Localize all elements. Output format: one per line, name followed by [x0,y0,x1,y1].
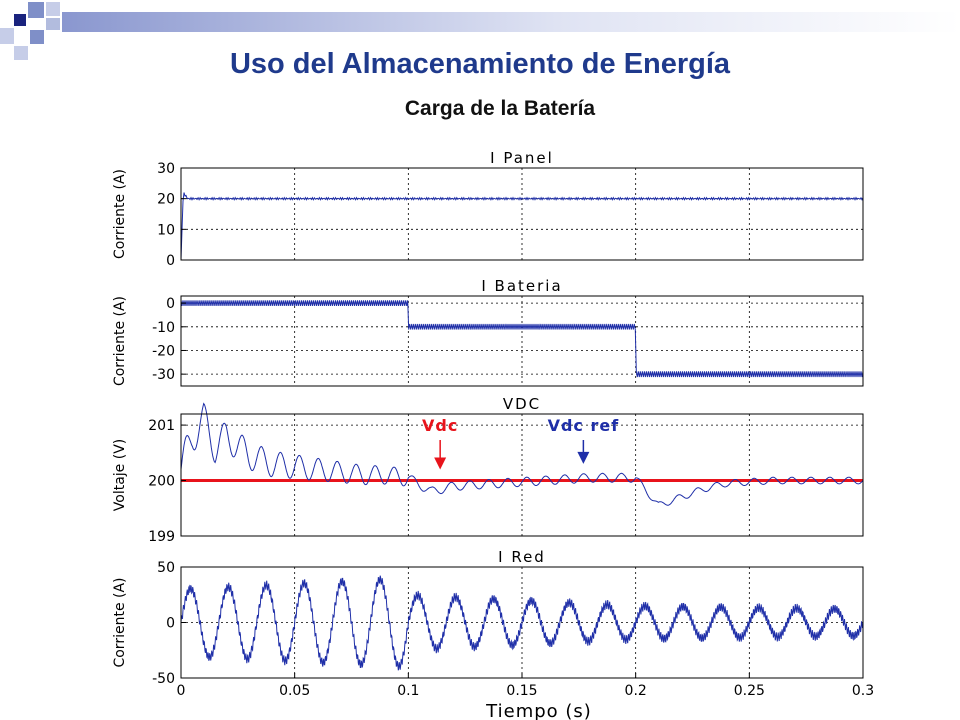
panel-3: -50 0 50 I Red Corriente (A) [112,548,864,687]
x-tick-label: 0.15 [506,683,537,699]
series-line-1-0 [180,300,864,378]
y-tick-label: 199 [148,529,175,545]
y-tick-label: 200 [148,474,175,490]
panel-title: I Red [498,548,546,566]
deco-square-dark-1 [14,14,26,26]
x-axis-label: Tiempo (s) [485,701,592,720]
series-line-2-1 [180,402,864,506]
panel-0: 0 10 20 30 I Panel Corriente (A) [112,149,864,269]
y-tick-label: 30 [157,161,175,177]
series-line-0-0 [180,192,864,261]
slide-title: Uso del Almacenamiento de Energía [229,48,731,80]
x-tick-label: 0.05 [279,683,310,699]
plot-border [180,413,864,537]
series-line-3-0 [180,575,864,671]
y-axis-label: Corriente (A) [112,169,128,259]
annotation-arrowhead [577,451,590,464]
annotation-label: Vdc [422,416,458,435]
panel-2: 199 200 201 VDC Voltaje (V) Vdc Vdc ref [112,395,864,545]
deco-square-light-4 [46,18,60,30]
x-tick-label: 0 [177,683,186,699]
panel-1: -30 -20 -10 0 I Bateria Corriente (A) [112,277,864,387]
y-axis-label: Voltaje (V) [112,439,128,511]
y-tick-label: -20 [152,343,175,359]
panel-title: I Bateria [481,277,562,295]
y-tick-label: -30 [152,367,175,383]
y-tick-label: -10 [152,320,175,336]
deco-square-pale-1 [46,2,60,16]
deco-square-light-1 [28,2,44,18]
y-axis-label: Corriente (A) [112,577,128,667]
x-tick-label: 0.2 [625,683,647,699]
deco-square-light-2 [0,28,14,44]
y-tick-label: 10 [157,222,175,238]
x-tick-label: 0.3 [852,683,874,699]
y-tick-label: -50 [152,671,175,687]
y-tick-label: 20 [157,192,175,208]
panel-title: I Panel [490,149,554,167]
slide-subtitle: Carga de la Batería [404,97,596,120]
y-tick-label: 50 [157,560,175,576]
y-tick-label: 0 [166,616,175,632]
y-axis-label: Corriente (A) [112,296,128,386]
deco-square-light-3 [30,30,44,44]
plot-border [180,167,864,261]
y-tick-label: 0 [166,296,175,312]
y-tick-label: 0 [166,253,175,269]
annotation-arrowhead [434,457,447,470]
panel-title: VDC [503,395,541,413]
header-gradient-band [62,12,960,32]
annotation-label: Vdc ref [548,416,620,435]
y-tick-label: 201 [148,418,175,434]
deco-square-pale-2 [14,46,28,60]
plot-border [180,295,864,387]
x-tick-label: 0.1 [397,683,419,699]
x-tick-label: 0.25 [734,683,765,699]
